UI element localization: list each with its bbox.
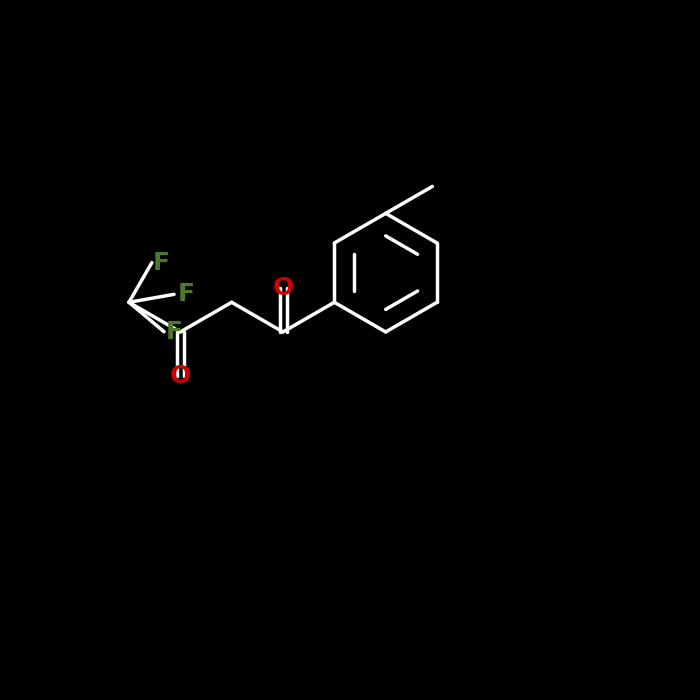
Text: O: O	[169, 364, 191, 388]
Text: F: F	[165, 320, 182, 344]
Text: F: F	[153, 251, 170, 274]
Text: O: O	[272, 276, 293, 300]
Text: F: F	[177, 282, 195, 307]
